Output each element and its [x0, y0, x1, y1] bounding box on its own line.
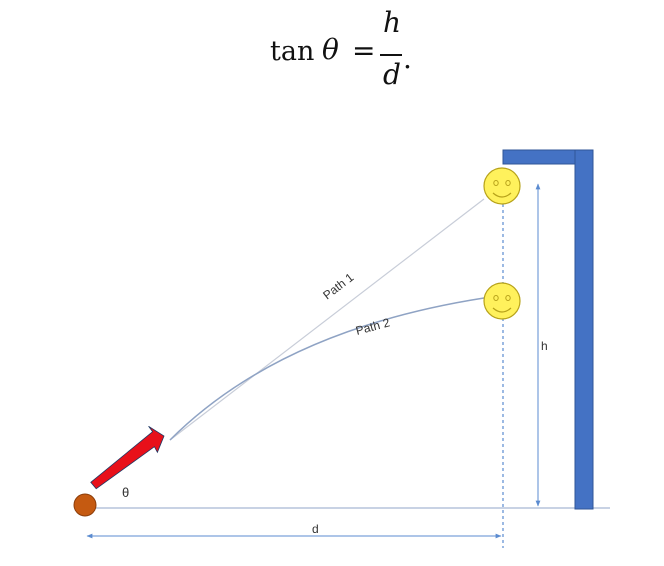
equation-denominator: d: [383, 58, 401, 91]
path1-line: [169, 198, 485, 441]
equation-fraction-bar: [380, 54, 402, 56]
equation-theta: θ: [322, 33, 339, 66]
height-label: h: [541, 339, 548, 353]
path2-curve: [169, 297, 485, 441]
equation-tan: tan: [270, 36, 315, 67]
theta-label: θ: [122, 485, 129, 500]
smiley-face-top: [483, 167, 521, 205]
path2-label: Path 2: [354, 315, 391, 338]
smiley-face-bottom: [483, 282, 521, 320]
distance-label: d: [312, 522, 319, 536]
equation: tan θ = h d .: [0, 0, 664, 110]
launch-arrow: [90, 425, 165, 490]
equation-numerator: h: [383, 6, 402, 39]
height-label-bg: [540, 337, 556, 353]
launcher-ball: [73, 493, 97, 517]
equation-period: .: [403, 42, 412, 75]
equation-equals: =: [352, 34, 376, 67]
wall-post: [574, 149, 594, 510]
path1-label: Path 1: [320, 270, 356, 302]
